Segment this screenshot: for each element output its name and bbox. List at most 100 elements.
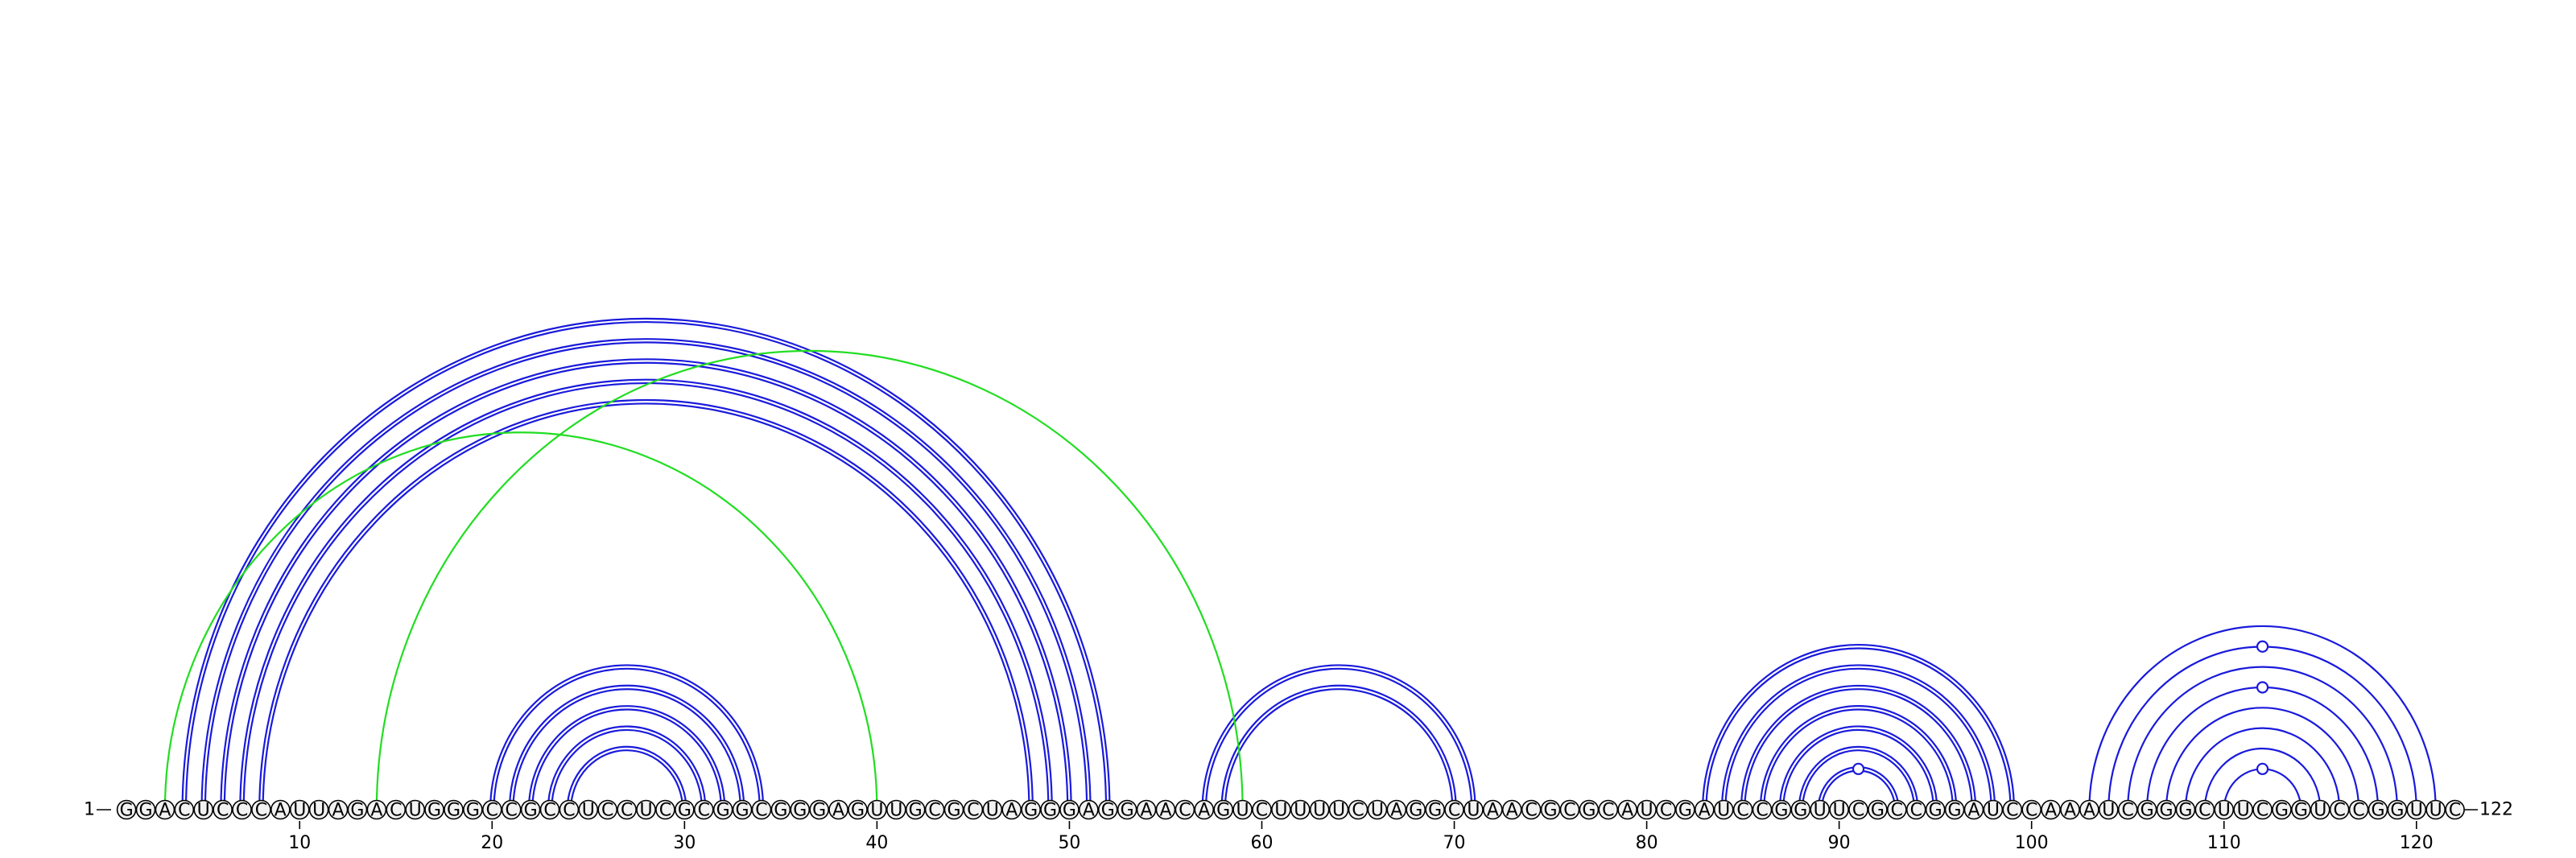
nucleotide-letter-98: U	[1987, 801, 2000, 821]
nucleotide-letter-1: G	[120, 801, 134, 821]
nucleotide-circle-87	[1771, 799, 1792, 820]
nucleotide-letter-81: C	[1660, 801, 1672, 821]
nucleotide-letter-78: C	[1602, 801, 1614, 821]
nucleotide-letter-22: G	[524, 801, 538, 821]
nucleotide-circle-83	[1695, 799, 1715, 820]
nucleotide-letter-4: C	[178, 801, 190, 821]
nucleotide-letter-21: C	[506, 801, 518, 821]
nucleotide-circle-13	[347, 799, 368, 820]
helix-arc-88-94-line2	[1801, 749, 1916, 811]
nucleotide-circle-5	[193, 799, 214, 820]
nucleotide-circle-14	[366, 799, 387, 820]
nucleotide-circle-61	[1271, 799, 1291, 820]
nucleotide-circle-26	[597, 799, 618, 820]
nucleotide-circle-77	[1579, 799, 1600, 820]
nucleotide-circle-69	[1425, 799, 1445, 820]
nucleotide-circle-105	[2117, 799, 2138, 820]
tick-label-50: 50	[1058, 833, 1080, 853]
helix-arc-5-51-line1	[200, 337, 1092, 811]
nucleotide-letter-91: C	[1852, 801, 1864, 821]
nucleotide-letter-35: G	[774, 801, 787, 821]
nucleotide-circle-17	[424, 799, 444, 820]
nucleotide-circle-115	[2310, 799, 2330, 820]
helix-arc-83-99-line2	[1705, 647, 2012, 811]
nucleotide-letter-69: G	[1428, 801, 1442, 821]
arc-marker-106-118	[2256, 681, 2269, 694]
nucleotide-circle-25	[578, 799, 599, 820]
nucleotide-circle-38	[828, 799, 848, 820]
tick-label-30: 30	[673, 833, 696, 853]
nucleotide-letter-66: U	[1371, 801, 1384, 821]
helix-arc-58-70-line2	[1225, 689, 1452, 810]
nucleotide-circle-28	[636, 799, 656, 820]
helix-arc-86-96-line1	[1759, 705, 1958, 811]
nucleotide-letter-89: U	[1814, 801, 1827, 821]
nucleotide-letter-53: G	[1121, 801, 1134, 821]
nucleotide-circle-121	[2425, 799, 2446, 820]
nucleotide-circle-46	[982, 799, 1003, 820]
nucleotide-letter-16: U	[409, 801, 422, 821]
nucleotide-circle-122	[2445, 799, 2465, 820]
nucleotide-letter-34: C	[755, 801, 767, 821]
nucleotide-letter-47: A	[1005, 801, 1018, 821]
nucleotide-circle-20	[481, 799, 502, 820]
nucleotide-letter-19: G	[466, 801, 480, 821]
nucleotide-letter-55: A	[1159, 801, 1171, 821]
helix-arc-84-98-line1	[1720, 664, 1996, 811]
markers-layer	[1852, 640, 2269, 775]
nucleotide-letter-25: U	[582, 801, 595, 821]
nucleotide-circle-44	[943, 799, 964, 820]
nucleotide-circle-79	[1617, 799, 1637, 820]
tick-label-80: 80	[1636, 833, 1658, 853]
nucleotide-circle-60	[1252, 799, 1272, 820]
nucleotide-circle-120	[2406, 799, 2427, 820]
nucleotide-circle-30	[675, 799, 695, 820]
nucleotide-circle-16	[405, 799, 425, 820]
nucleotide-letter-14: A	[370, 801, 382, 821]
nucleotide-letter-27: C	[621, 801, 633, 821]
nucleotide-letter-99: C	[2006, 801, 2018, 821]
nucleotide-circle-7	[232, 799, 252, 820]
helix-arc-105-119	[2127, 666, 2398, 811]
nucleotide-circle-75	[1540, 799, 1561, 820]
nucleotide-circle-56	[1174, 799, 1195, 820]
nucleotide-circle-47	[1001, 799, 1022, 820]
nucleotide-circle-117	[2348, 799, 2369, 820]
nucleotide-circle-107	[2156, 799, 2177, 820]
nucleotide-letter-76: C	[1563, 801, 1575, 821]
nucleotide-letter-92: G	[1871, 801, 1885, 821]
nucleotide-letter-39: G	[851, 801, 865, 821]
tick-label-60: 60	[1250, 833, 1273, 853]
helix-arc-57-71-line1	[1201, 664, 1476, 811]
nucleotide-letter-38: A	[832, 801, 844, 821]
nucleotide-circle-12	[328, 799, 349, 820]
nucleotide-letter-109: C	[2198, 801, 2211, 821]
nucleotide-letter-32: G	[716, 801, 730, 821]
nucleotide-letter-87: G	[1774, 801, 1788, 821]
nucleotide-letter-50: G	[1063, 801, 1076, 821]
nucleotide-letter-20: C	[486, 801, 498, 821]
nucleotide-letter-26: C	[601, 801, 613, 821]
nucleotide-circle-112	[2252, 799, 2273, 820]
nucleotide-letter-115: U	[2314, 801, 2326, 821]
nucleotide-circle-73	[1501, 799, 1522, 820]
nucleotide-letter-33: G	[736, 801, 749, 821]
nucleotide-letter-105: C	[2122, 801, 2134, 821]
helix-arc-20-34-line1	[489, 664, 765, 811]
nucleotide-circle-35	[770, 799, 791, 820]
nucleotide-circle-18	[444, 799, 464, 820]
end-label: 122	[2479, 800, 2513, 820]
nucleotide-letter-100: C	[2025, 801, 2037, 821]
helix-arc-109-115	[2203, 747, 2322, 811]
nucleotide-letter-84: U	[1717, 801, 1730, 821]
nucleotide-letter-112: C	[2256, 801, 2268, 821]
nucleotide-letter-104: U	[2102, 801, 2115, 821]
nucleotide-circle-11	[308, 799, 329, 820]
nucleotide-letter-24: C	[563, 801, 575, 821]
nucleotide-circle-95	[1925, 799, 1946, 820]
nucleotide-letter-70: C	[1448, 801, 1460, 821]
nucleotide-letter-15: C	[390, 801, 402, 821]
nucleotide-letter-117: C	[2352, 801, 2364, 821]
nucleotide-circle-88	[1790, 799, 1811, 820]
nucleotide-circle-97	[1963, 799, 1984, 820]
